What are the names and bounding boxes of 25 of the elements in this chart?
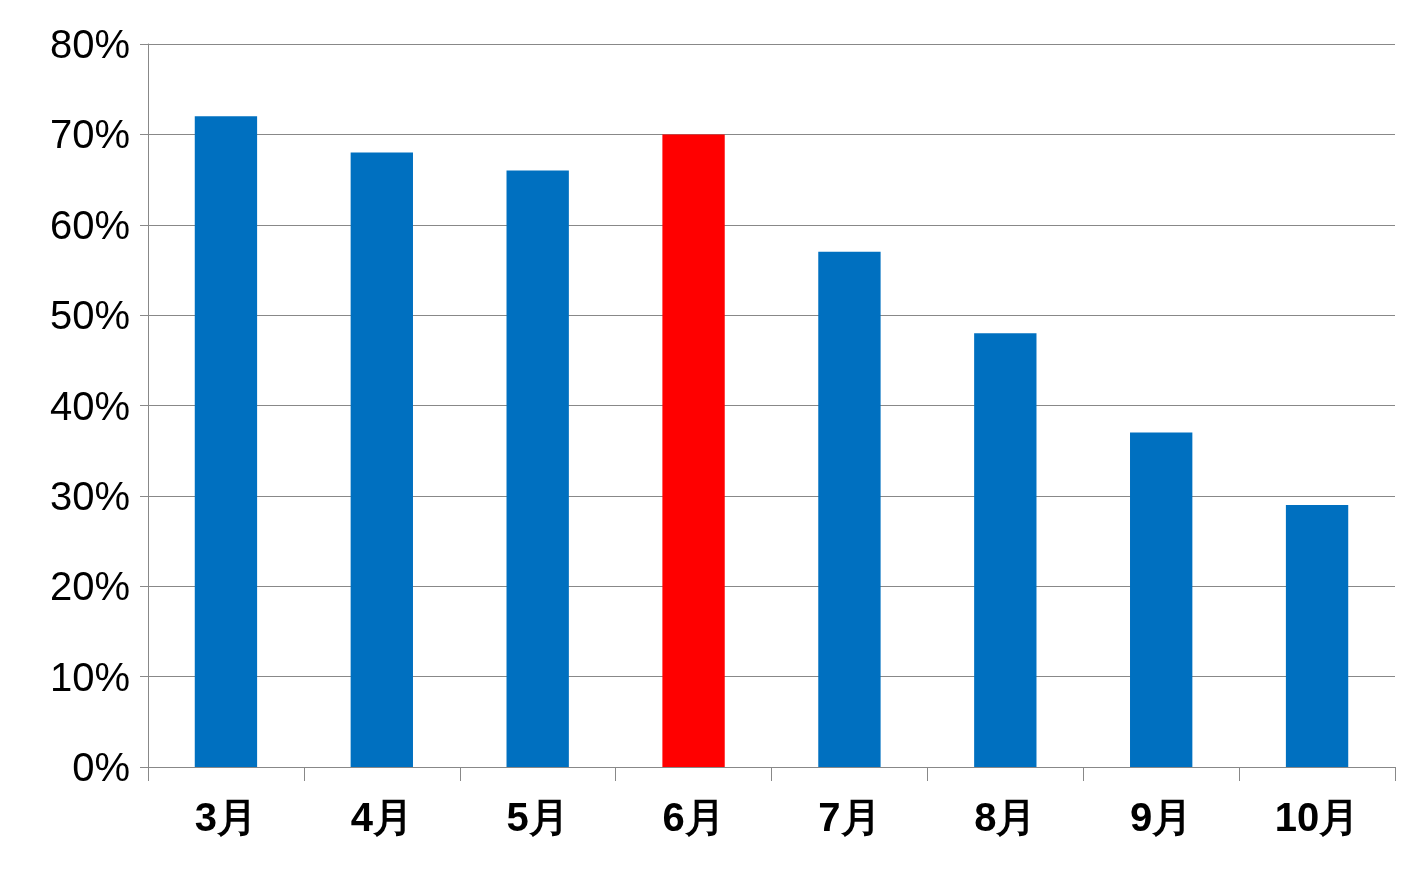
bar [350, 152, 413, 767]
x-tick-label: 7月 [818, 795, 881, 839]
bar [1130, 432, 1193, 767]
y-tick-label: 40% [49, 383, 130, 428]
x-tick-label: 8月 [974, 795, 1037, 839]
bar [974, 333, 1037, 767]
bar [194, 116, 258, 767]
y-tick-label: 70% [49, 112, 130, 157]
x-tick-label: 5月 [506, 795, 569, 839]
bar [506, 170, 569, 767]
y-tick-label: 80% [49, 22, 130, 66]
x-tick-label: 9月 [1130, 795, 1193, 839]
y-tick-label: 20% [49, 564, 130, 609]
y-tick-label: 60% [49, 202, 130, 247]
bar [1285, 504, 1349, 767]
y-tick-label: 10% [49, 654, 130, 699]
x-tick-label: 4月 [350, 795, 413, 839]
x-tick-label: 6月 [662, 795, 725, 839]
bar [818, 251, 881, 767]
y-tick-label: 0% [72, 745, 130, 789]
x-tick-label: 10月 [1274, 795, 1360, 839]
x-tick-label: 3月 [194, 795, 258, 839]
y-tick-label: 50% [49, 293, 130, 338]
bar [662, 134, 725, 767]
y-tick-label: 30% [49, 473, 130, 518]
